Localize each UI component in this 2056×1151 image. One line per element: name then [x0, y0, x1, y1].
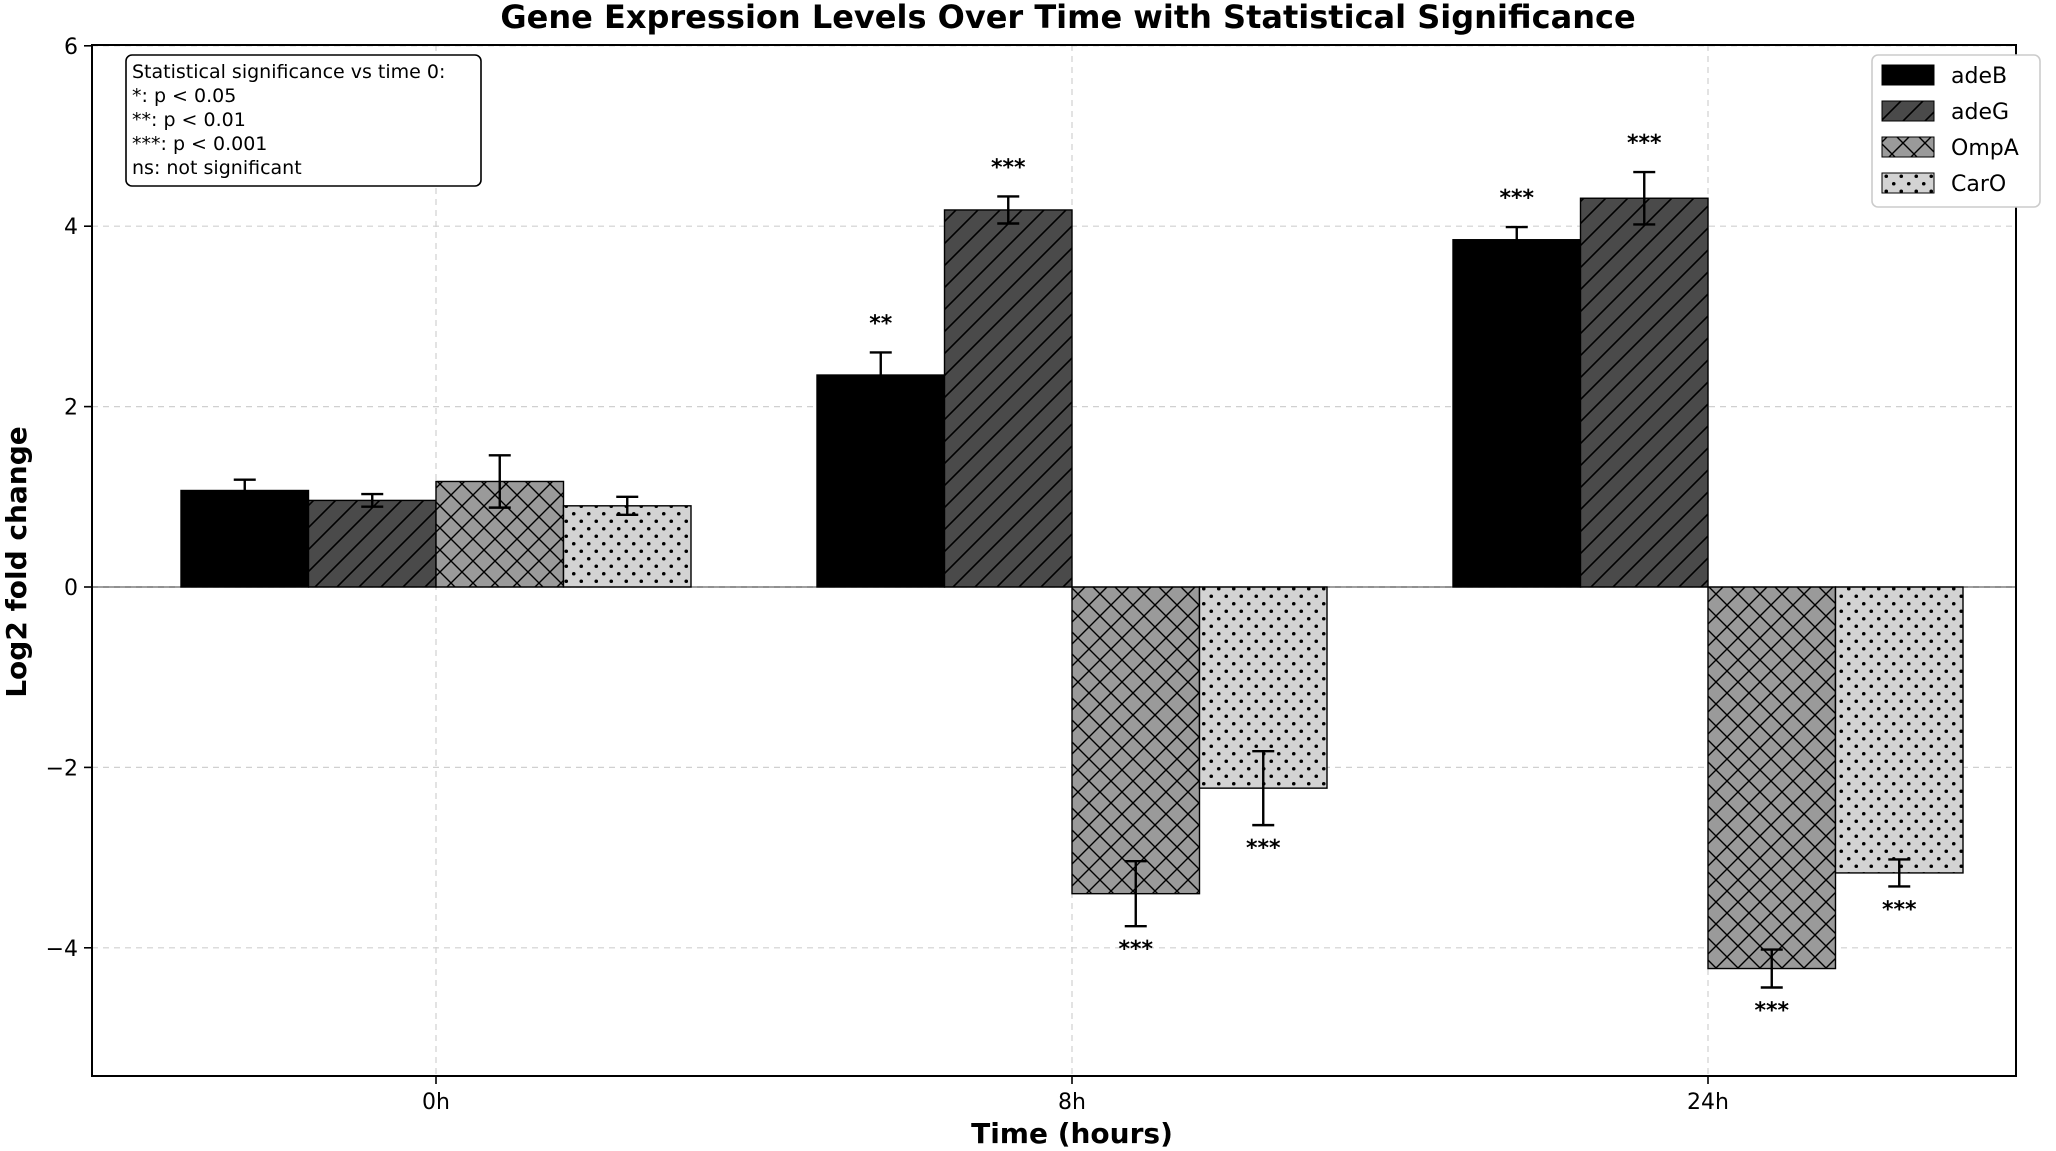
- legend-box: [1871, 54, 2041, 208]
- y-tick-label: 2: [64, 396, 78, 421]
- legend-swatch-adeG: [1881, 100, 1935, 122]
- significance-label: ***: [1499, 186, 1534, 211]
- significance-label: ***: [1246, 836, 1281, 861]
- significance-label: ***: [1882, 897, 1917, 922]
- x-axis: 0h 8h 24h: [422, 1076, 1729, 1115]
- y-tick-label: −2: [46, 756, 78, 781]
- significance-note: Statistical significance vs time 0: *: p…: [125, 54, 482, 187]
- y-axis-label: Log2 fold change: [0, 426, 33, 698]
- note-line: **: p < 0.01: [132, 109, 246, 131]
- significance-label: ***: [1627, 131, 1662, 156]
- bar-OmpA-24h: [1707, 586, 1837, 970]
- x-tick-label: 24h: [1687, 1090, 1729, 1115]
- legend-swatch-adeB: [1881, 64, 1935, 86]
- note-line: *: p < 0.05: [132, 85, 236, 107]
- bar-adeB-24h: [1452, 239, 1582, 588]
- bar-adeG-24h: [1579, 197, 1709, 588]
- note-box: [125, 54, 482, 187]
- legend-label: adeB: [1951, 64, 2007, 89]
- x-tick-label: 8h: [1058, 1090, 1086, 1115]
- legend-label: OmpA: [1951, 136, 2019, 161]
- note-line: Statistical significance vs time 0:: [132, 61, 445, 83]
- bar-CarO-24h: [1834, 586, 1964, 874]
- y-tick-label: 0: [64, 576, 78, 601]
- significance-label: ***: [991, 155, 1026, 180]
- y-axis: −4 −2 0 2 4 6: [46, 35, 92, 962]
- y-tick-label: −4: [46, 937, 78, 962]
- y-tick-label: 4: [64, 215, 78, 240]
- x-tick-label: 0h: [422, 1090, 450, 1115]
- bar-adeG-0h: [307, 499, 437, 588]
- significance-labels: ***********************: [869, 131, 1917, 1023]
- bar-OmpA-8h: [1071, 586, 1201, 895]
- x-axis-label: Time (hours): [971, 1117, 1173, 1150]
- legend: adeB adeG OmpA CarO: [1871, 54, 2041, 208]
- legend-swatch-OmpA: [1881, 136, 1935, 158]
- legend-label: adeG: [1951, 100, 2009, 125]
- note-line: ***: p < 0.001: [132, 133, 267, 155]
- significance-label: ***: [1118, 937, 1153, 962]
- plot-frame: [91, 44, 2017, 1077]
- significance-label: ***: [1754, 998, 1789, 1023]
- chart-title: Gene Expression Levels Over Time with St…: [500, 0, 1635, 36]
- bars: [180, 197, 1964, 970]
- legend-swatch-CarO: [1881, 172, 1935, 194]
- legend-label: CarO: [1951, 172, 2006, 197]
- error-bars: [233, 170, 1911, 989]
- bar-adeB-0h: [180, 489, 310, 588]
- note-line: ns: not significant: [132, 157, 302, 179]
- y-tick-label: 6: [64, 35, 78, 60]
- significance-label: **: [869, 311, 893, 336]
- bar-adeG-8h: [943, 209, 1073, 588]
- bar-adeB-8h: [816, 374, 946, 588]
- bar-CarO-0h: [562, 505, 692, 588]
